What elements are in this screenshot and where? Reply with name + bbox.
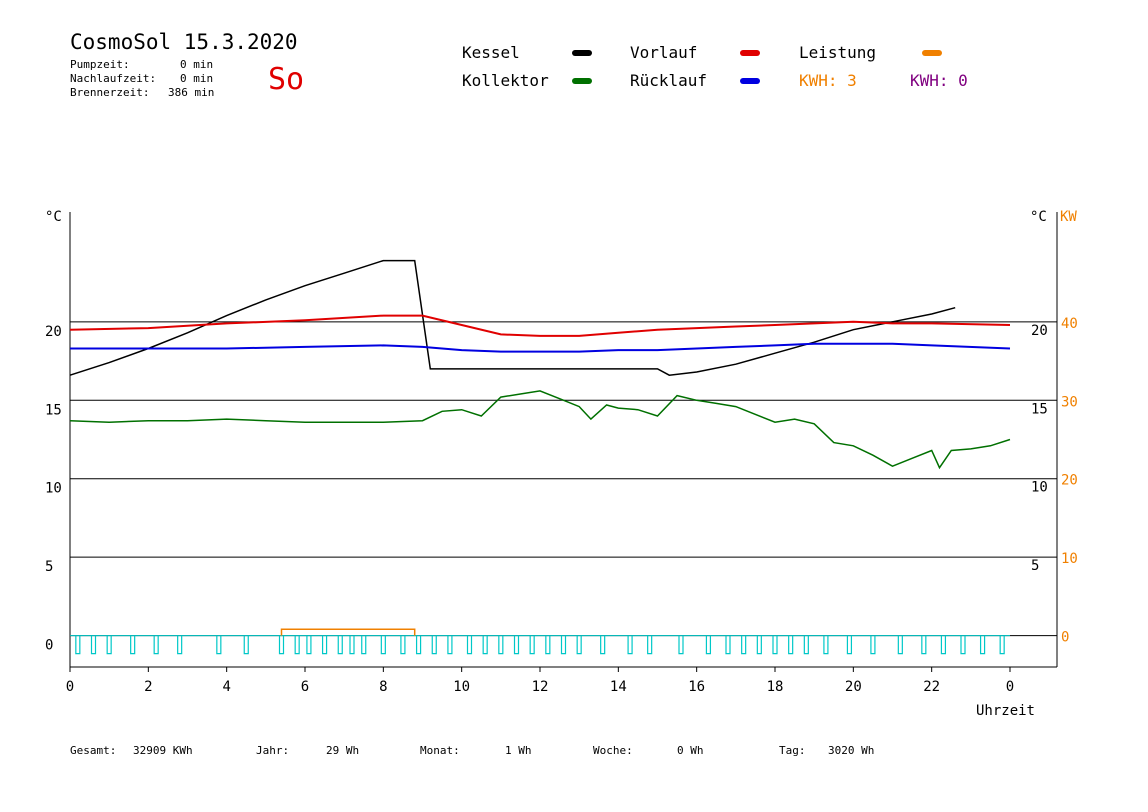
right-power-tick-label: 40 <box>1061 316 1078 332</box>
x-tick-label: 12 <box>532 679 549 695</box>
x-tick-label: 14 <box>610 679 627 695</box>
right-temp-tick-label: 5 <box>1031 558 1039 574</box>
left-tick-label: 0 <box>45 638 53 654</box>
footer-monat-value: 1 Wh <box>505 744 532 757</box>
stat-brennerzeit-value: 386 min <box>168 86 215 99</box>
legend-kessel-label: Kessel <box>462 43 520 62</box>
x-tick-label: 2 <box>144 679 152 695</box>
series-line-leistung <box>280 628 416 636</box>
pump-pulses <box>75 635 1005 655</box>
legend-ruecklauf-swatch <box>740 78 760 84</box>
stat-pumpzeit-value: 0 min <box>180 58 214 71</box>
legend-kollektor-swatch <box>572 78 592 84</box>
x-tick-label: 18 <box>767 679 784 695</box>
right-power-tick-label: 10 <box>1061 551 1078 567</box>
page-title: CosmoSol 15.3.2020 <box>70 30 298 54</box>
legend-kwh2: KWH: 0 <box>910 71 968 90</box>
footer-jahr-label: Jahr: <box>256 744 290 757</box>
series-line-kollektor <box>69 390 1011 470</box>
legend-kessel-swatch <box>572 50 592 56</box>
x-tick-label: 6 <box>301 679 309 695</box>
right-temp-tick-label: 15 <box>1031 401 1048 417</box>
x-tick-label: 16 <box>688 679 705 695</box>
series-line-ruecklauf <box>70 342 1011 353</box>
right-temp-tick-label: 10 <box>1031 480 1048 496</box>
series-line-kessel <box>69 259 956 376</box>
legend-leistung-swatch <box>922 50 942 56</box>
x-tick-label: 4 <box>222 679 230 695</box>
legend-ruecklauf-label: Rücklauf <box>630 71 708 90</box>
x-tick-label: 0 <box>1006 679 1014 695</box>
stat-nachlaufzeit-label: Nachlaufzeit: <box>70 72 157 85</box>
footer-woche-label: Woche: <box>593 744 633 757</box>
right-power-tick-label: 20 <box>1061 473 1078 489</box>
right-power-tick-label: 0 <box>1061 630 1069 646</box>
footer-woche-value: 0 Wh <box>677 744 704 757</box>
x-tick-label: 0 <box>66 679 74 695</box>
legend-vorlauf-swatch <box>740 50 760 56</box>
footer-gesamt-label: Gesamt: <box>70 744 117 757</box>
right-temp-axis-unit: °C <box>1030 209 1047 225</box>
right-temp-tick-label: 20 <box>1031 323 1048 339</box>
x-tick-label: 20 <box>845 679 862 695</box>
x-tick-label: 22 <box>923 679 940 695</box>
right-power-axis-unit: KW <box>1060 209 1077 225</box>
right-power-tick-label: 30 <box>1061 394 1078 410</box>
legend-leistung-label: Leistung <box>799 43 877 62</box>
footer-gesamt-value: 32909 KWh <box>133 744 193 757</box>
left-tick-label: 10 <box>45 481 62 497</box>
x-axis-title: Uhrzeit <box>976 703 1035 719</box>
stat-pumpzeit-label: Pumpzeit: <box>70 58 130 71</box>
left-tick-label: 5 <box>45 559 53 575</box>
footer-tag-value: 3020 Wh <box>828 744 875 757</box>
x-tick-label: 8 <box>379 679 387 695</box>
left-tick-label: 20 <box>45 324 62 340</box>
stat-brennerzeit-label: Brennerzeit: <box>70 86 150 99</box>
legend-kollektor-label: Kollektor <box>462 71 549 90</box>
footer-jahr-value: 29 Wh <box>326 744 360 757</box>
legend-kwh1: KWH: 3 <box>799 71 857 90</box>
series-line-vorlauf <box>69 314 1011 337</box>
left-axis-unit: °C <box>45 209 62 225</box>
footer-tag-label: Tag: <box>779 744 806 757</box>
legend-vorlauf-label: Vorlauf <box>630 43 698 62</box>
stat-nachlaufzeit-value: 0 min <box>180 72 214 85</box>
left-tick-label: 15 <box>45 402 62 418</box>
weekday-label: So <box>268 62 305 97</box>
footer-monat-label: Monat: <box>420 744 460 757</box>
x-tick-label: 10 <box>453 679 470 695</box>
